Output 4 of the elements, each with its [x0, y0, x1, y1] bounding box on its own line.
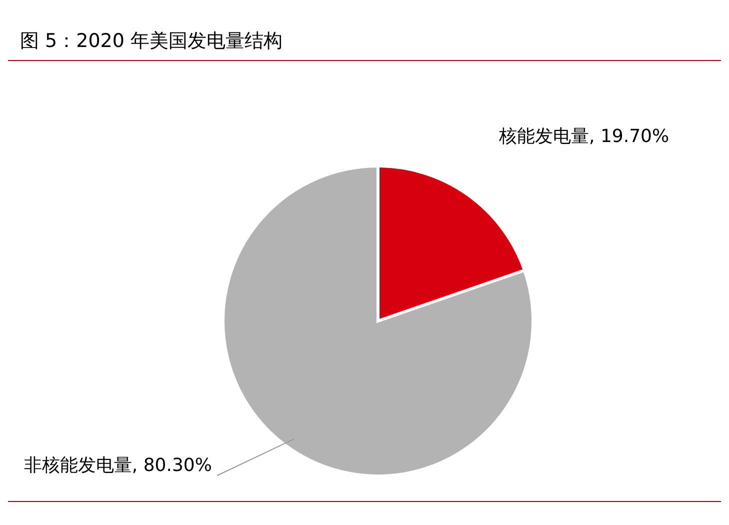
pie-slice	[222, 164, 534, 478]
chart-title: 图 5：2020 年美国发电量结构	[8, 8, 721, 61]
slice-label: 核能发电量, 19.70%	[499, 125, 670, 150]
slice-label: 非核能发电量, 80.30%	[22, 454, 212, 478]
